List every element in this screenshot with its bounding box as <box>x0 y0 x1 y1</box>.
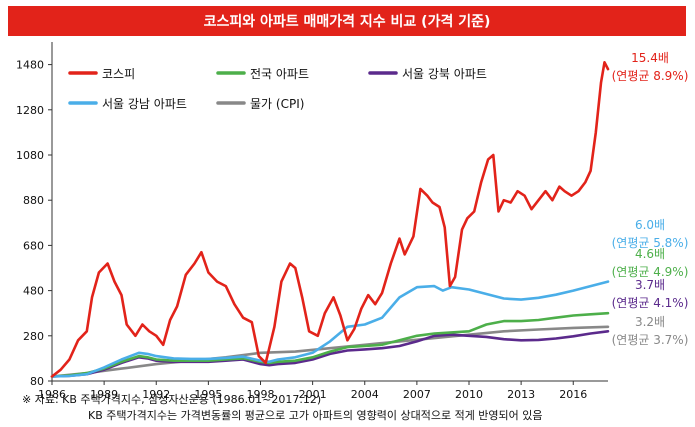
end-label-annual: (연평균 8.9%) <box>612 69 689 83</box>
y-tick-label: 680 <box>23 239 44 252</box>
legend-label: 서울 강북 아파트 <box>402 67 487 81</box>
x-tick-label: 2016 <box>559 388 587 401</box>
x-tick-label: 1992 <box>142 388 170 401</box>
footnote-note: KB 주택가격지수는 가격변동률의 평균으로 고가 아파트의 영향력이 상대적으… <box>88 409 543 422</box>
x-tick-label: 2010 <box>455 388 483 401</box>
legend-label: 코스피 <box>102 67 135 81</box>
end-label-multiple: 15.4배 <box>631 51 669 65</box>
end-label-annual: (연평균 4.1%) <box>612 296 689 310</box>
y-tick-label: 280 <box>23 330 44 343</box>
series-line-0 <box>50 61 610 378</box>
end-label-annual: (연평균 3.7%) <box>612 333 689 347</box>
x-tick-label: 2013 <box>507 388 535 401</box>
end-label-annual: (연평균 4.9%) <box>612 265 689 279</box>
end-label-multiple: 3.2배 <box>635 315 665 329</box>
y-tick-label: 1480 <box>16 59 44 72</box>
chart-title: 코스피와 아파트 매매가격 지수 비교 (가격 기준) <box>8 6 686 36</box>
legend-label: 전국 아파트 <box>250 67 309 81</box>
footnote-source: ※ 자료: KB 주택가격지수, 삼성자산운용 (1986.01~2017.12… <box>22 393 322 406</box>
legend-label: 물가 (CPI) <box>250 97 304 111</box>
x-tick-label: 1986 <box>38 388 66 401</box>
y-tick-label: 880 <box>23 194 44 207</box>
x-tick-label: 1998 <box>247 388 275 401</box>
y-tick-label: 1280 <box>16 104 44 117</box>
x-tick-label: 2007 <box>403 388 431 401</box>
end-label-multiple: 3.7배 <box>635 278 665 292</box>
end-label-multiple: 4.6배 <box>635 247 665 261</box>
end-label-multiple: 6.0배 <box>635 218 665 232</box>
y-tick-label: 1080 <box>16 149 44 162</box>
x-tick-label: 2004 <box>351 388 379 401</box>
series-line-4 <box>50 325 610 378</box>
legend-label: 서울 강남 아파트 <box>102 97 187 111</box>
x-tick-label: 1989 <box>90 388 118 401</box>
end-label-annual: (연평균 5.8%) <box>612 236 689 250</box>
y-tick-label: 80 <box>30 375 44 388</box>
series-line-3 <box>50 280 610 378</box>
x-tick-label: 2001 <box>299 388 327 401</box>
y-tick-label: 480 <box>23 285 44 298</box>
series-line-1 <box>50 311 610 378</box>
x-tick-label: 1995 <box>194 388 222 401</box>
